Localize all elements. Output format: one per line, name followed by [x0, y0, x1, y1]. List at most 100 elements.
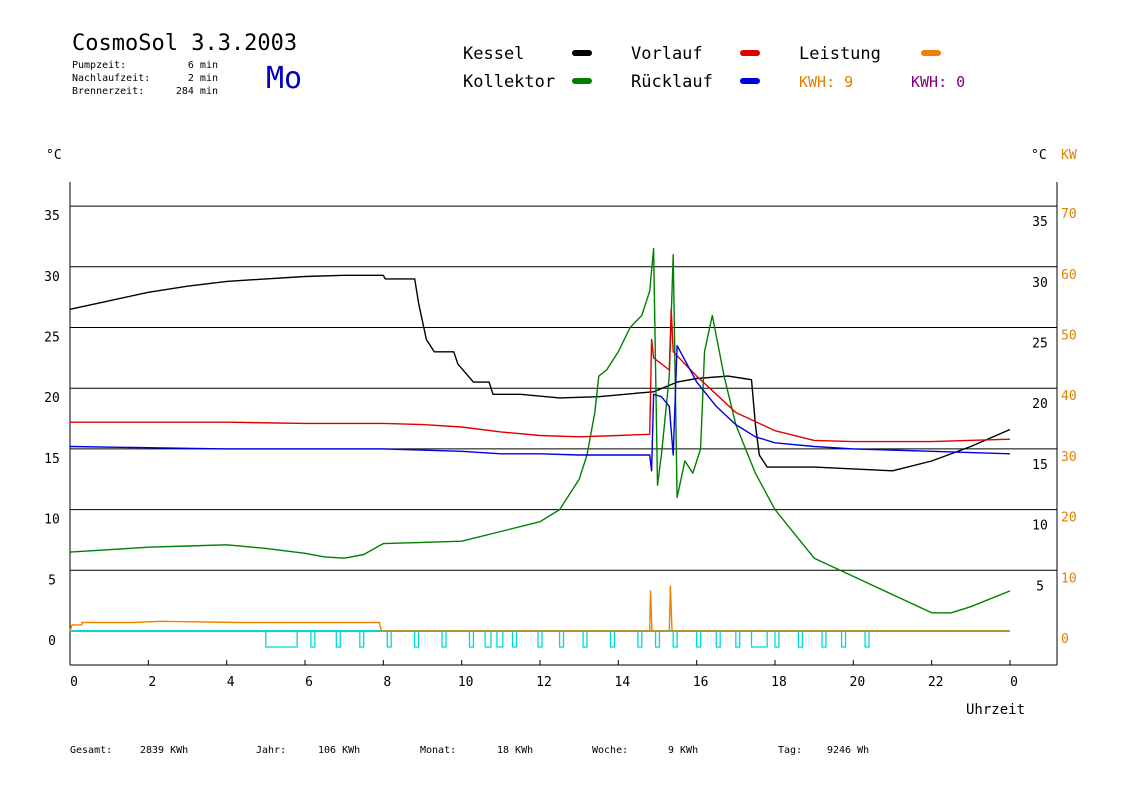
left-axis-unit: °C — [46, 148, 62, 163]
x-tick-4: 8 — [383, 675, 391, 690]
x-tick-3: 6 — [305, 675, 313, 690]
stat-value-brennerzeit: 284 min — [176, 86, 218, 97]
footer-value-monat: 18 KWh — [497, 745, 533, 756]
x-tick-8: 16 — [693, 675, 709, 690]
x-tick-9: 18 — [771, 675, 787, 690]
pump-pulse-1 — [310, 630, 316, 648]
footer-value-woche: 9 KWh — [668, 745, 698, 756]
y-tick-left-10: 10 — [44, 513, 60, 528]
footer-label-gesamt: Gesamt: — [70, 745, 112, 756]
footer-value-jahr: 106 KWh — [318, 745, 360, 756]
tick-labels: 0510152025303551015202530350102030405060… — [44, 207, 1076, 690]
y-tick-right-kw-60: 60 — [1061, 268, 1077, 283]
pump-activity — [70, 630, 1010, 648]
legend-swatch-kollektor — [572, 78, 592, 84]
pump-pulse-26 — [864, 630, 870, 648]
y-tick-right-c-30: 30 — [1032, 276, 1048, 291]
pump-pulse-17 — [672, 630, 678, 648]
right-axis-unit-kw: KW — [1061, 148, 1077, 163]
x-tick-7: 14 — [615, 675, 631, 690]
legend-swatch-vorlauf — [740, 50, 760, 56]
pump-pulse-25 — [840, 630, 847, 648]
y-tick-right-c-25: 25 — [1032, 337, 1048, 352]
legend-label-leistung: Leistung — [799, 44, 881, 64]
pump-pulse-12 — [558, 630, 565, 648]
legend: Kessel Kollektor Vorlauf Rücklauf Leistu… — [463, 44, 965, 92]
y-tick-right-kw-10: 10 — [1061, 571, 1077, 586]
footer-label-jahr: Jahr: — [256, 745, 286, 756]
pump-pulse-24 — [821, 630, 827, 648]
series-line-kollektor — [69, 247, 1011, 614]
x-tick-2: 4 — [227, 675, 235, 690]
weekday-label: Mo — [266, 61, 302, 96]
y-tick-right-kw-70: 70 — [1061, 207, 1077, 222]
y-tick-left-25: 25 — [44, 331, 60, 346]
pump-pulse-22 — [774, 630, 780, 648]
pump-pulse-0 — [265, 630, 298, 648]
y-tick-right-c-10: 10 — [1032, 519, 1048, 534]
legend-label-vorlauf: Vorlauf — [631, 44, 703, 64]
pump-pulse-21 — [750, 630, 768, 648]
pump-pulse-5 — [414, 630, 420, 648]
pump-pulse-11 — [537, 630, 543, 648]
kwh-total-1: KWH: 9 — [799, 73, 853, 91]
y-tick-right-kw-50: 50 — [1061, 329, 1077, 344]
footer-label-tag: Tag: — [778, 745, 802, 756]
y-tick-right-kw-20: 20 — [1061, 511, 1077, 526]
x-tick-11: 22 — [928, 675, 944, 690]
footer-totals: Gesamt: 2839 KWh Jahr: 106 KWh Monat: 18… — [70, 745, 869, 756]
y-tick-right-kw-30: 30 — [1061, 450, 1077, 465]
kwh-total-2: KWH: 0 — [911, 73, 965, 91]
stat-value-pumpzeit: 6 min — [188, 60, 218, 71]
x-tick-5: 10 — [458, 675, 474, 690]
y-tick-left-20: 20 — [44, 391, 60, 406]
pump-pulse-6 — [441, 630, 447, 648]
pump-pulse-18 — [696, 630, 702, 648]
pump-pulse-3 — [359, 630, 365, 648]
chart-title: CosmoSol 3.3.2003 — [72, 31, 297, 56]
pump-pulse-15 — [637, 630, 643, 648]
y-tick-right-c-35: 35 — [1032, 215, 1048, 230]
footer-value-gesamt: 2839 KWh — [140, 745, 188, 756]
pump-pulse-19 — [715, 630, 721, 648]
x-tick-10: 20 — [850, 675, 866, 690]
y-tick-right-kw-40: 40 — [1061, 389, 1077, 404]
legend-label-ruecklauf: Rücklauf — [631, 72, 713, 92]
legend-label-kollektor: Kollektor — [463, 72, 555, 92]
legend-swatch-ruecklauf — [740, 78, 760, 84]
pump-pulse-16 — [654, 630, 661, 648]
y-tick-left-0: 0 — [48, 634, 56, 649]
legend-swatch-leistung — [921, 50, 941, 56]
pump-pulse-14 — [609, 630, 616, 648]
legend-label-kessel: Kessel — [463, 44, 524, 64]
y-tick-right-kw-0: 0 — [1061, 632, 1069, 647]
x-tick-1: 2 — [148, 675, 156, 690]
y-tick-right-c-5: 5 — [1036, 579, 1044, 594]
series-line-vorlauf — [70, 308, 1011, 443]
x-tick-6: 12 — [536, 675, 552, 690]
series-line-kessel — [69, 274, 1011, 472]
pump-pulse-13 — [582, 630, 588, 648]
pump-pulse-10 — [511, 630, 518, 648]
y-tick-left-35: 35 — [44, 209, 60, 224]
footer-value-tag: 9246 Wh — [827, 745, 869, 756]
y-tick-left-30: 30 — [44, 270, 60, 285]
stat-label-pumpzeit: Pumpzeit: — [72, 60, 126, 71]
right-axis-unit-celsius: °C — [1031, 148, 1047, 163]
pump-pulse-7 — [468, 630, 475, 648]
series — [69, 247, 1011, 632]
x-axis-label: Uhrzeit — [966, 702, 1025, 718]
pump-pulse-4 — [386, 630, 392, 648]
series-line-rcklauf — [69, 345, 1011, 472]
pump-pulse-8 — [484, 630, 492, 648]
footer-label-woche: Woche: — [592, 745, 628, 756]
pump-pulse-23 — [797, 630, 804, 648]
y-tick-right-c-15: 15 — [1032, 458, 1048, 473]
footer-label-monat: Monat: — [420, 745, 456, 756]
pump-pulse-2 — [335, 630, 341, 648]
x-tick-12: 0 — [1010, 675, 1018, 690]
stat-label-nachlaufzeit: Nachlaufzeit: — [72, 73, 150, 84]
y-tick-left-15: 15 — [44, 452, 60, 467]
series-line-leistung — [69, 585, 1010, 632]
